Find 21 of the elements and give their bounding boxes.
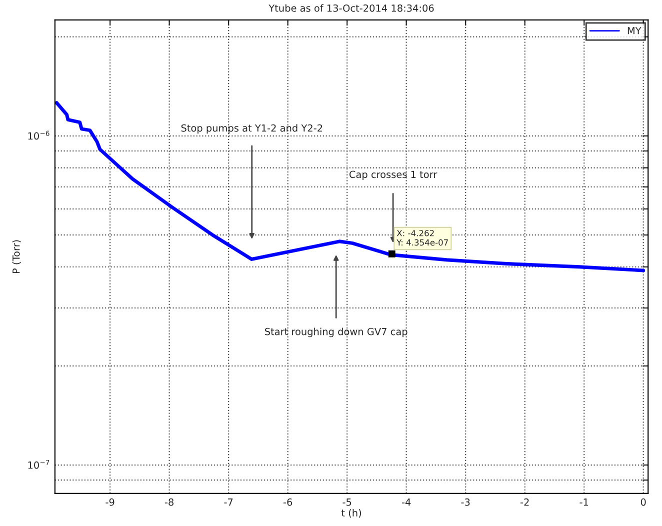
x-tick-label: -2 (520, 498, 529, 506)
line-series (54, 101, 646, 272)
x-tick-label: -9 (106, 498, 114, 506)
annotation: Start roughing down GV7 cap (265, 328, 408, 338)
annotation: Stop pumps at Y1-2 and Y2-2 (181, 124, 322, 134)
x-tick-label: -1 (580, 498, 588, 506)
x-tick-label: -8 (164, 498, 174, 506)
x-tick-label: 0 (640, 498, 646, 506)
y-tick-label: 10$^{−6}$ (28, 130, 50, 140)
x-tick-label: -6 (283, 498, 292, 506)
chart-title: Ytube as of 13-Oct-2014 18:34:06 (268, 4, 434, 12)
x-axis-title: t (h) (341, 509, 362, 518)
annotation: Cap crosses 1 torr (349, 170, 438, 180)
annotation: X: -4.262 Y: 4.354e-07 (396, 230, 448, 246)
x-tick-label: -5 (342, 498, 352, 506)
legend-label: MY (628, 27, 642, 34)
x-tick-label: -7 (224, 498, 233, 506)
x-tick-label: -3 (461, 498, 470, 506)
y-axis-title: P (Torr) (12, 240, 21, 274)
x-tick-label: -4 (402, 498, 411, 506)
y-tick-label: 10$^{−7}$ (28, 460, 50, 469)
